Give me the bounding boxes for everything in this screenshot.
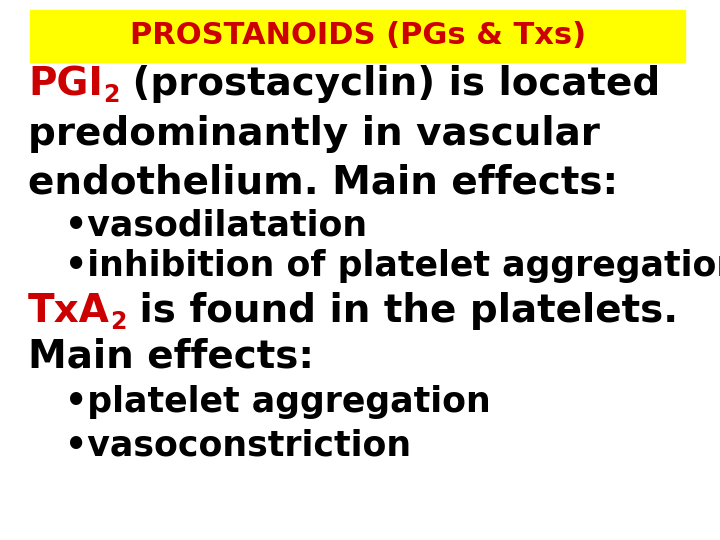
Text: (prostacyclin) is located: (prostacyclin) is located (120, 65, 660, 103)
Text: endothelium. Main effects:: endothelium. Main effects: (28, 163, 618, 201)
Text: predominantly in vascular: predominantly in vascular (28, 115, 600, 153)
Text: •vasoconstriction: •vasoconstriction (65, 429, 411, 463)
Text: TxA: TxA (28, 292, 110, 330)
Text: PROSTANOIDS (PGs & Txs): PROSTANOIDS (PGs & Txs) (130, 22, 586, 51)
Text: •inhibition of platelet aggregation: •inhibition of platelet aggregation (65, 249, 720, 283)
Text: •platelet aggregation: •platelet aggregation (65, 385, 491, 419)
Text: 2: 2 (103, 83, 120, 107)
Text: is found in the platelets.: is found in the platelets. (126, 292, 678, 330)
Bar (30, 10, 685, 62)
Text: •vasodilatation: •vasodilatation (65, 208, 367, 242)
Text: Main effects:: Main effects: (28, 337, 314, 375)
Text: PGI: PGI (28, 65, 103, 103)
Text: 2: 2 (110, 310, 126, 334)
